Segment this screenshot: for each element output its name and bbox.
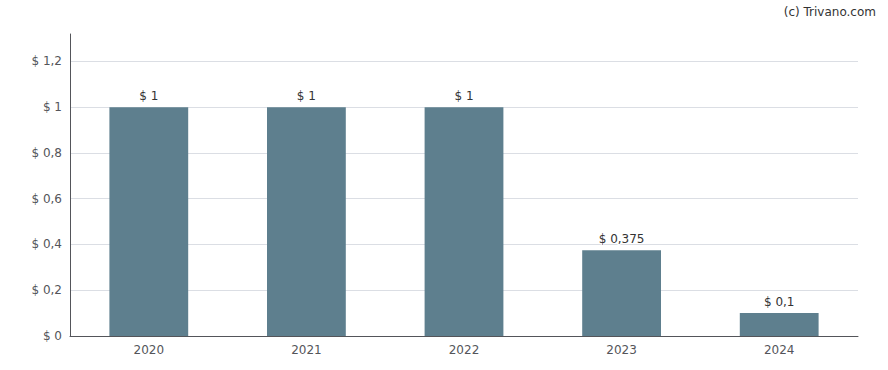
svg-text:$ 1: $ 1 — [297, 89, 316, 103]
svg-text:2022: 2022 — [449, 343, 480, 357]
svg-text:$ 1: $ 1 — [43, 100, 62, 114]
svg-text:$ 0,6: $ 0,6 — [31, 192, 62, 206]
svg-text:$ 0,8: $ 0,8 — [31, 146, 62, 160]
svg-text:$ 0,1: $ 0,1 — [764, 295, 795, 309]
svg-text:$ 0,375: $ 0,375 — [599, 232, 645, 246]
svg-text:$ 1: $ 1 — [139, 89, 158, 103]
svg-text:2023: 2023 — [606, 343, 637, 357]
svg-text:(c) Trivano.com: (c) Trivano.com — [784, 5, 876, 19]
svg-text:$ 0: $ 0 — [43, 329, 62, 343]
svg-text:2024: 2024 — [764, 343, 795, 357]
svg-text:$ 0,2: $ 0,2 — [31, 283, 62, 297]
svg-text:2021: 2021 — [291, 343, 322, 357]
svg-text:2020: 2020 — [134, 343, 165, 357]
svg-text:$ 1,2: $ 1,2 — [31, 54, 62, 68]
svg-text:$ 1: $ 1 — [454, 89, 473, 103]
svg-text:$ 0,4: $ 0,4 — [31, 237, 62, 251]
